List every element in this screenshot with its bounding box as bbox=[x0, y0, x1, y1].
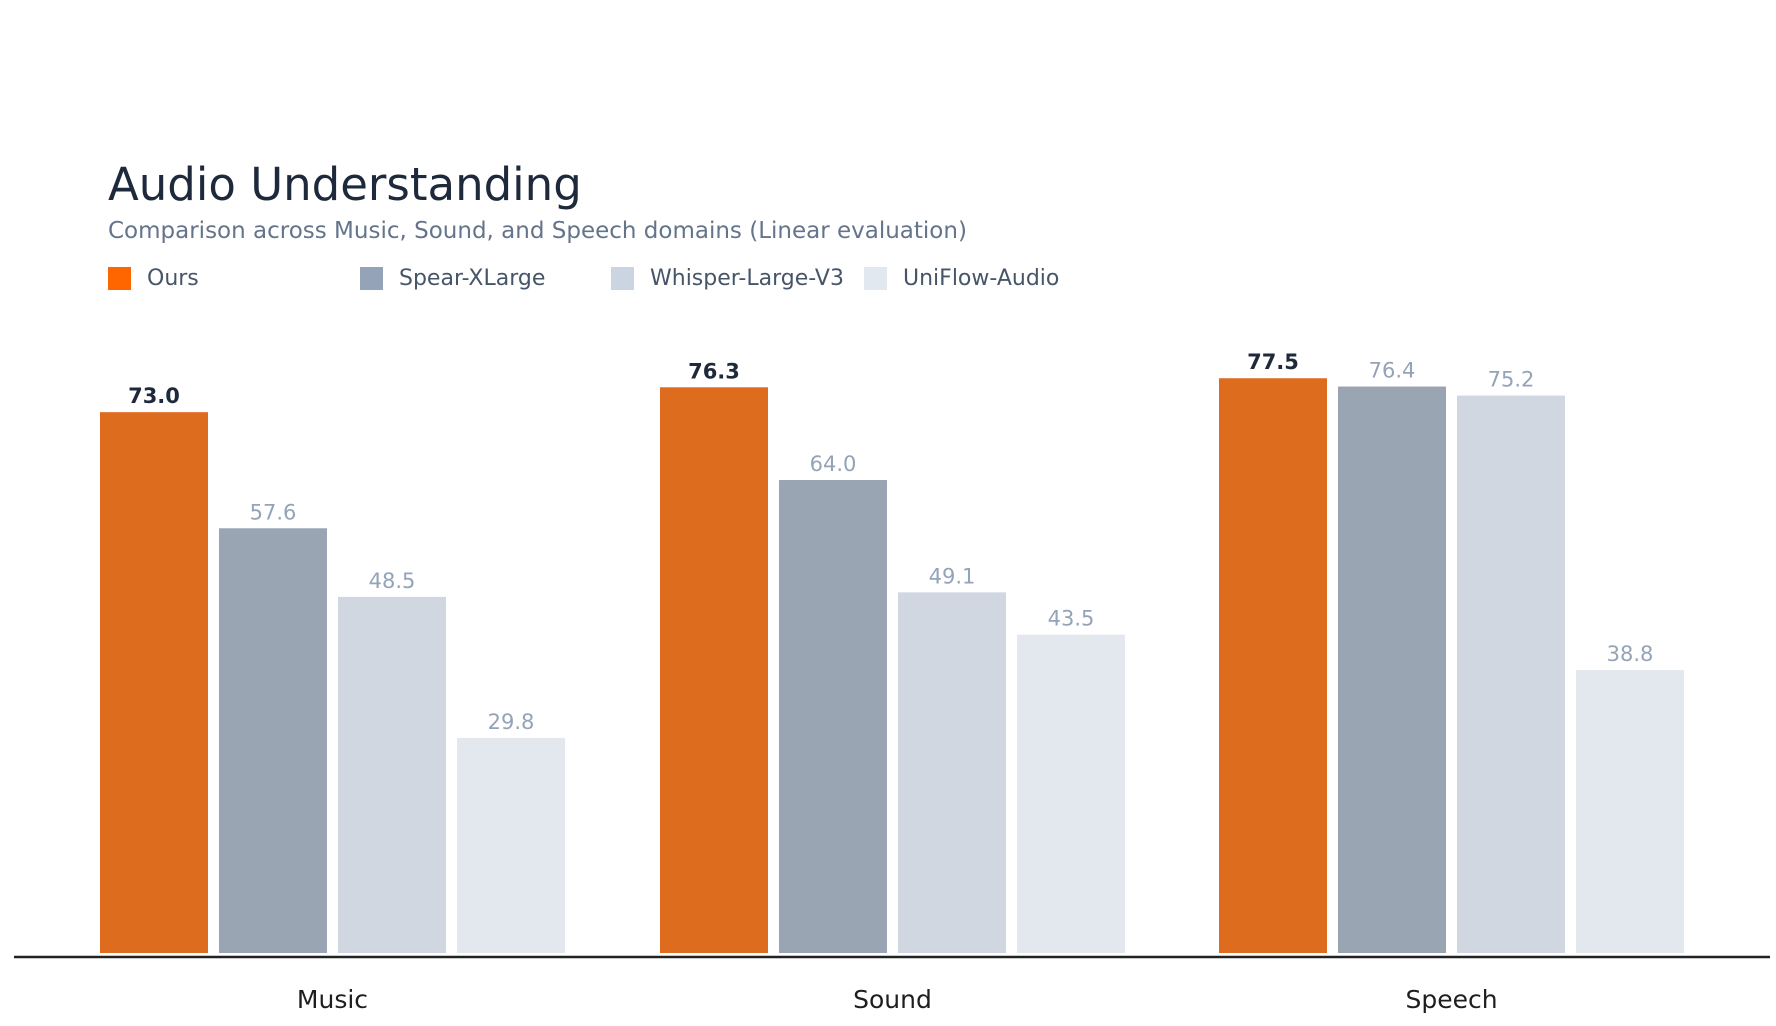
data-label: 76.3 bbox=[688, 359, 740, 383]
data-label: 57.6 bbox=[250, 500, 297, 524]
data-label: 77.5 bbox=[1247, 350, 1299, 374]
data-label: 48.5 bbox=[369, 569, 416, 593]
bar bbox=[1457, 395, 1565, 953]
data-label: 75.2 bbox=[1488, 368, 1535, 392]
data-label: 64.0 bbox=[810, 452, 857, 476]
bar bbox=[1576, 670, 1684, 953]
bar bbox=[1017, 634, 1125, 953]
chart-title: Audio Understanding bbox=[108, 158, 582, 211]
data-label: 29.8 bbox=[488, 710, 535, 734]
legend-item: Whisper-Large-V3 bbox=[611, 265, 844, 291]
legend-item: UniFlow-Audio bbox=[864, 265, 1060, 291]
x-tick-label: Speech bbox=[1405, 985, 1497, 1014]
bar bbox=[457, 737, 565, 953]
data-label: 76.4 bbox=[1369, 359, 1416, 383]
legend-label: Whisper-Large-V3 bbox=[650, 265, 844, 291]
legend-swatch bbox=[611, 266, 634, 290]
legend-swatch bbox=[108, 266, 131, 290]
data-label: 73.0 bbox=[128, 384, 180, 408]
data-label: 43.5 bbox=[1048, 607, 1095, 631]
chart-subtitle: Comparison across Music, Sound, and Spee… bbox=[108, 218, 967, 244]
data-label: 38.8 bbox=[1607, 642, 1654, 666]
legend-item: Spear-XLarge bbox=[360, 265, 546, 291]
legend-label: UniFlow-Audio bbox=[903, 265, 1060, 291]
data-label: 49.1 bbox=[929, 564, 976, 588]
legend-swatch bbox=[864, 266, 887, 290]
bar bbox=[219, 528, 327, 953]
bar bbox=[1338, 386, 1446, 954]
legend-item: Ours bbox=[108, 265, 199, 291]
bar bbox=[338, 596, 446, 953]
bar bbox=[898, 592, 1006, 953]
x-tick-label: Music bbox=[297, 985, 368, 1014]
bar bbox=[779, 480, 887, 953]
x-tick-label: Sound bbox=[853, 985, 932, 1014]
legend-swatch bbox=[360, 266, 383, 290]
bar bbox=[660, 387, 768, 953]
legend-label: Ours bbox=[147, 265, 199, 291]
bar bbox=[100, 412, 208, 954]
legend-label: Spear-XLarge bbox=[399, 265, 546, 291]
bar bbox=[1219, 378, 1327, 953]
